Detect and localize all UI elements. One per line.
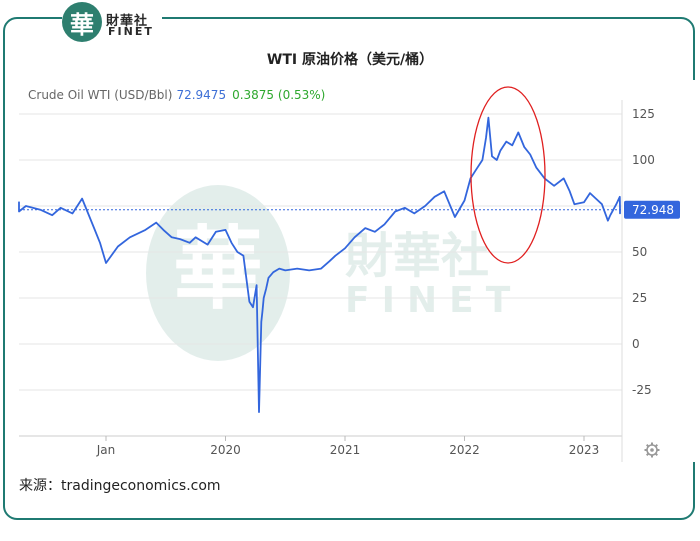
- watermark-en: FINET: [345, 280, 522, 321]
- y-tick-label: 50: [632, 245, 647, 259]
- series-legend: Crude Oil WTI (USD/Bbl) 72.9475 0.3875 (0.…: [28, 88, 325, 102]
- series-line: [18, 116, 621, 413]
- y-tick-labels: 1251007550250-25: [632, 107, 655, 397]
- series-last-value: 72.9475: [176, 88, 227, 102]
- watermark: 華 財華社 FINET: [146, 185, 522, 361]
- y-tick-label: -25: [632, 383, 652, 397]
- finet-logo: 華 財華社 FINET: [62, 2, 162, 44]
- watermark-cn: 財華社: [345, 228, 489, 284]
- x-tick-label: 2023: [569, 443, 600, 457]
- series-name: Crude Oil WTI (USD/Bbl): [28, 88, 173, 102]
- x-tick-label: 2022: [449, 443, 480, 457]
- settings-gear-icon[interactable]: [644, 442, 660, 458]
- chart-area: [19, 80, 695, 462]
- series-change: 0.3875 (0.53%): [232, 88, 326, 102]
- highlight-ellipse: [470, 86, 546, 264]
- last-value-tag-bg: [624, 200, 680, 219]
- watermark-char: 華: [173, 217, 263, 322]
- x-tick-labels: Jan 2020 2021 2022 2023: [96, 443, 600, 457]
- y-tick-label: 25: [632, 291, 647, 305]
- source-note: 来源：tradingeconomics.com: [19, 478, 221, 494]
- last-value-tag: 72.948: [624, 200, 680, 219]
- y-gridlines: [19, 113, 622, 391]
- y-tick-label: 125: [632, 107, 655, 121]
- watermark-mark: [146, 185, 290, 361]
- x-ticks: [19, 100, 623, 462]
- finet-logo-mark: 華: [62, 2, 102, 42]
- x-tick-label: Jan: [96, 443, 116, 457]
- chart-title: WTI 原油价格（美元/桶）: [266, 52, 434, 68]
- x-tick-label: 2020: [210, 443, 241, 457]
- x-tick-label: 2021: [330, 443, 361, 457]
- finet-logo-cn: 財華社: [106, 14, 149, 29]
- y-tick-label: 0: [632, 337, 640, 351]
- finet-logo-en: FINET: [108, 25, 154, 38]
- last-value-tag-label: 72.948: [632, 203, 674, 217]
- y-tick-label: 100: [632, 153, 655, 167]
